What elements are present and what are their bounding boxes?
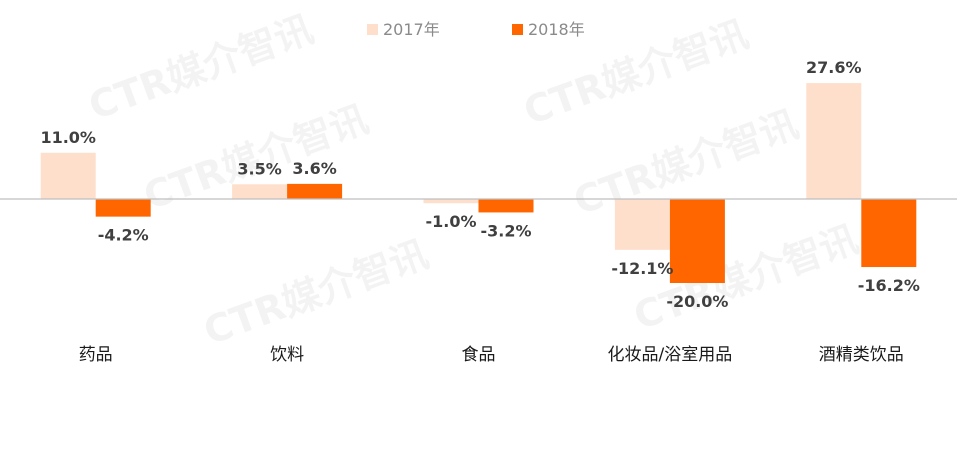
bar-2017年-酒精类饮品 [806, 83, 862, 199]
legend-label-2: 2018年 [528, 20, 585, 39]
value-label: 11.0% [40, 128, 96, 147]
bar-2018年-化妆品/浴室用品 [669, 199, 725, 283]
category-label: 食品 [462, 345, 496, 365]
chart-legend: 2017年 2018年 [367, 20, 585, 39]
legend-label-1: 2017年 [383, 20, 440, 39]
value-label: -12.1% [611, 259, 673, 278]
value-label: -3.2% [480, 221, 531, 240]
legend-swatch-2 [512, 24, 523, 35]
value-label: -1.0% [425, 212, 476, 231]
bar-series-group [40, 83, 917, 283]
bar-2018年-饮料 [287, 183, 343, 199]
watermark-text: CTR媒介智讯 [198, 232, 434, 354]
watermark-text: CTR媒介智讯 [83, 7, 319, 129]
value-label: 27.6% [806, 58, 862, 77]
bar-2017年-饮料 [232, 184, 288, 199]
value-label: -20.0% [666, 292, 728, 311]
bar-2017年-化妆品/浴室用品 [614, 199, 670, 250]
bar-2018年-食品 [478, 199, 534, 213]
category-label-group: 药品 饮料 食品 化妆品/浴室用品 酒精类饮品 [79, 345, 904, 365]
value-label-group: 11.0% -4.2% 3.5% 3.6% -1.0% -3.2% -12.1% -20.0%… [40, 58, 919, 311]
watermark-layer: CTR媒介智讯CTR媒介智讯CTR媒介智讯CTR媒介智讯CTR媒介智讯CTR媒介… [83, 7, 864, 354]
bar-2018年-酒精类饮品 [861, 199, 917, 268]
bar-2017年-食品 [423, 199, 479, 204]
bar-2018年-药品 [95, 199, 151, 217]
category-label: 酒精类饮品 [819, 345, 904, 365]
value-label: 3.6% [292, 159, 336, 178]
value-label: -16.2% [858, 276, 920, 295]
watermark-text: CTR媒介智讯 [138, 97, 374, 219]
value-label: 3.5% [237, 159, 281, 178]
legend-swatch-1 [367, 24, 378, 35]
category-label: 化妆品/浴室用品 [608, 345, 733, 365]
bar-2017年-药品 [40, 152, 96, 199]
category-label: 药品 [79, 345, 113, 365]
value-label: -4.2% [98, 226, 149, 245]
category-label: 饮料 [270, 345, 304, 365]
